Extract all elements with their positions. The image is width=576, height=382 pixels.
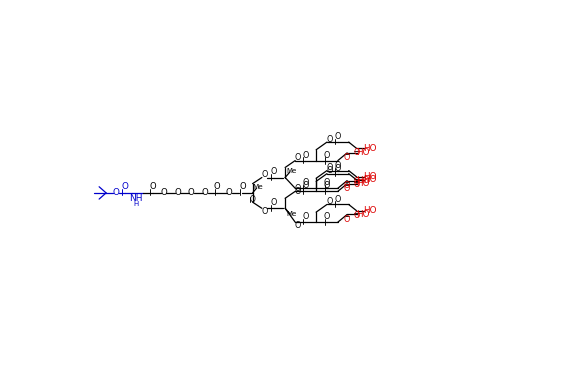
Text: O: O [261, 170, 267, 179]
Text: O: O [113, 188, 120, 197]
Text: O: O [294, 221, 301, 230]
Text: O: O [270, 197, 276, 207]
Text: O: O [335, 194, 341, 204]
Text: O: O [344, 153, 350, 162]
Text: O: O [249, 195, 256, 204]
Text: O: O [270, 167, 276, 176]
Text: O: O [324, 151, 330, 160]
Text: O: O [335, 132, 341, 141]
Text: O: O [174, 188, 181, 197]
Text: O: O [344, 184, 350, 193]
Text: O: O [344, 181, 350, 190]
Text: O: O [261, 207, 267, 216]
Text: O: O [353, 177, 359, 186]
Text: O: O [326, 197, 332, 206]
Text: O: O [149, 182, 156, 191]
Text: O: O [335, 164, 341, 173]
Text: O: O [188, 188, 195, 197]
Text: O: O [214, 182, 220, 191]
Text: Me: Me [253, 184, 263, 190]
Text: O: O [344, 215, 350, 223]
Text: HO: HO [363, 172, 377, 181]
Text: H: H [133, 201, 138, 207]
Text: O: O [294, 153, 301, 162]
Text: O: O [239, 182, 246, 191]
Text: O: O [294, 184, 301, 193]
Text: O: O [302, 178, 309, 188]
Text: HO: HO [363, 144, 377, 153]
Text: O: O [160, 188, 167, 197]
Text: O: O [302, 212, 309, 221]
Text: Me: Me [286, 168, 297, 174]
Text: O: O [324, 212, 330, 221]
Text: O: O [326, 166, 332, 175]
Text: O: O [302, 151, 309, 160]
Text: O: O [324, 178, 330, 188]
Text: O: O [353, 180, 359, 189]
Text: HO: HO [356, 210, 369, 219]
Text: HO: HO [356, 148, 369, 157]
Text: O: O [202, 188, 209, 197]
Text: O: O [324, 181, 330, 191]
Text: O: O [335, 161, 341, 170]
Text: O: O [326, 163, 332, 172]
Text: O: O [353, 148, 359, 157]
Text: O: O [294, 187, 301, 196]
Text: Me: Me [286, 212, 297, 217]
Text: O: O [353, 211, 359, 220]
Text: HO: HO [356, 179, 369, 188]
Text: HO: HO [363, 175, 377, 185]
Text: O: O [122, 182, 128, 191]
Text: HO: HO [363, 206, 377, 215]
Text: NH: NH [129, 194, 142, 203]
Text: O: O [302, 181, 309, 191]
Text: O: O [226, 188, 233, 197]
Text: O: O [326, 134, 332, 144]
Text: HO: HO [356, 176, 369, 185]
